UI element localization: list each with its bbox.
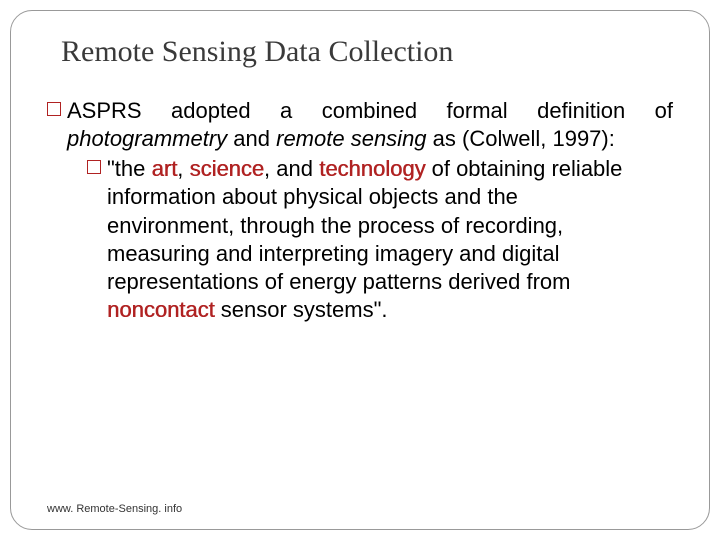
- bullet2-c1: ,: [177, 156, 189, 181]
- slide-title: Remote Sensing Data Collection: [61, 35, 673, 69]
- bullet-level1: ASPRS adopted a combined formal definiti…: [47, 97, 673, 153]
- bullet2-p1: "the: [107, 156, 152, 181]
- bullet1-photogrammetry: photogrammetry: [67, 126, 227, 151]
- keyword-science: science: [189, 156, 264, 181]
- keyword-art: art: [152, 156, 178, 181]
- keyword-noncontact: noncontact: [107, 297, 215, 322]
- bullet-level2: "the art, science, and technology of obt…: [87, 155, 673, 324]
- bullet1-part2: as (Colwell, 1997):: [427, 126, 615, 151]
- keyword-technology: technology: [319, 156, 425, 181]
- bullet1-remote-sensing: remote sensing: [276, 126, 426, 151]
- bullet1-text: ASPRS adopted a combined formal definiti…: [67, 97, 673, 153]
- bullet2-text: "the art, science, and technology of obt…: [107, 155, 673, 324]
- footer-url: www. Remote-Sensing. info: [47, 503, 182, 515]
- bullet1-part1: ASPRS adopted a combined formal definiti…: [67, 98, 673, 123]
- square-bullet-icon: [47, 102, 61, 116]
- bullet1-and: and: [227, 126, 276, 151]
- bullet2-c2: , and: [264, 156, 319, 181]
- slide-frame: Remote Sensing Data Collection ASPRS ado…: [10, 10, 710, 530]
- square-bullet-icon: [87, 160, 101, 174]
- bullet2-p3: sensor systems".: [215, 297, 388, 322]
